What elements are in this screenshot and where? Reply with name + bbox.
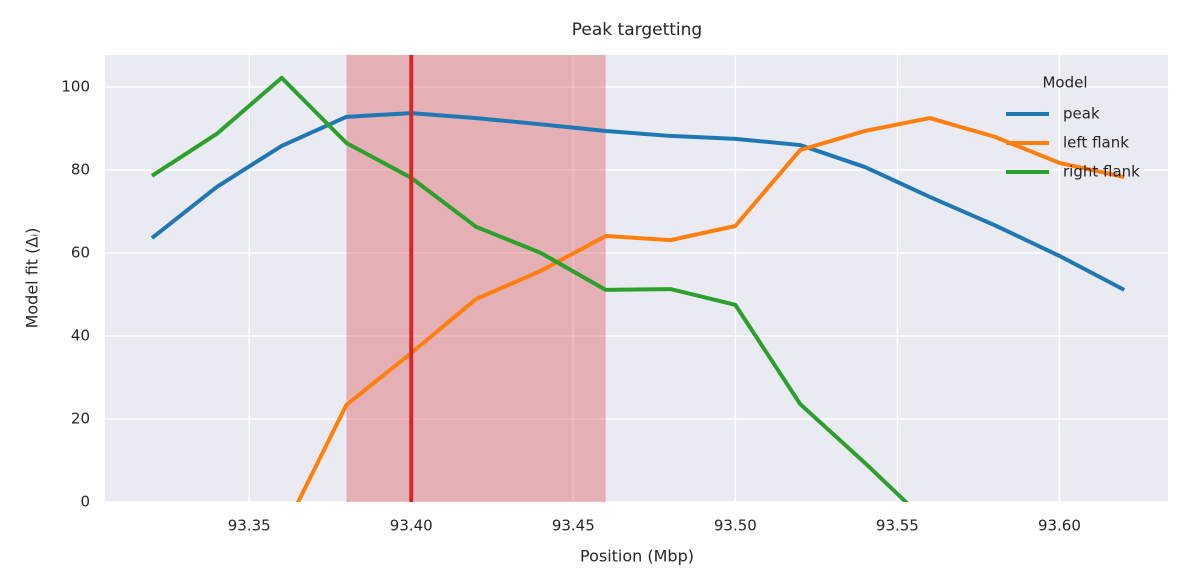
x-tick-label: 93.55 xyxy=(876,517,919,535)
highlight-span xyxy=(346,55,606,502)
y-tick-label: 60 xyxy=(71,243,90,261)
series-line xyxy=(150,111,1126,292)
series-line xyxy=(150,75,909,502)
x-tick-label: 93.35 xyxy=(228,517,271,535)
x-tick-label: 93.40 xyxy=(390,517,433,535)
plot-area xyxy=(105,55,1168,502)
legend-label: peak xyxy=(1063,105,1100,123)
x-axis-label: Position (Mbp) xyxy=(580,547,694,566)
y-tick-label: 40 xyxy=(71,326,90,344)
legend-label: right flank xyxy=(1063,163,1140,181)
y-tick-label: 100 xyxy=(61,77,90,95)
y-tick-label: 0 xyxy=(80,493,90,511)
x-tick-label: 93.45 xyxy=(552,517,595,535)
y-axis-label: Model fit (Δᵢ) xyxy=(23,228,42,329)
chart-title: Peak targetting xyxy=(572,20,702,40)
y-tick-label: 20 xyxy=(71,409,90,427)
series-line xyxy=(295,116,1125,502)
legend-label: left flank xyxy=(1063,134,1129,152)
x-tick-label: 93.60 xyxy=(1038,517,1081,535)
legend-title: Model xyxy=(1042,74,1087,92)
y-tick-label: 80 xyxy=(71,160,90,178)
x-tick-label: 93.50 xyxy=(714,517,757,535)
